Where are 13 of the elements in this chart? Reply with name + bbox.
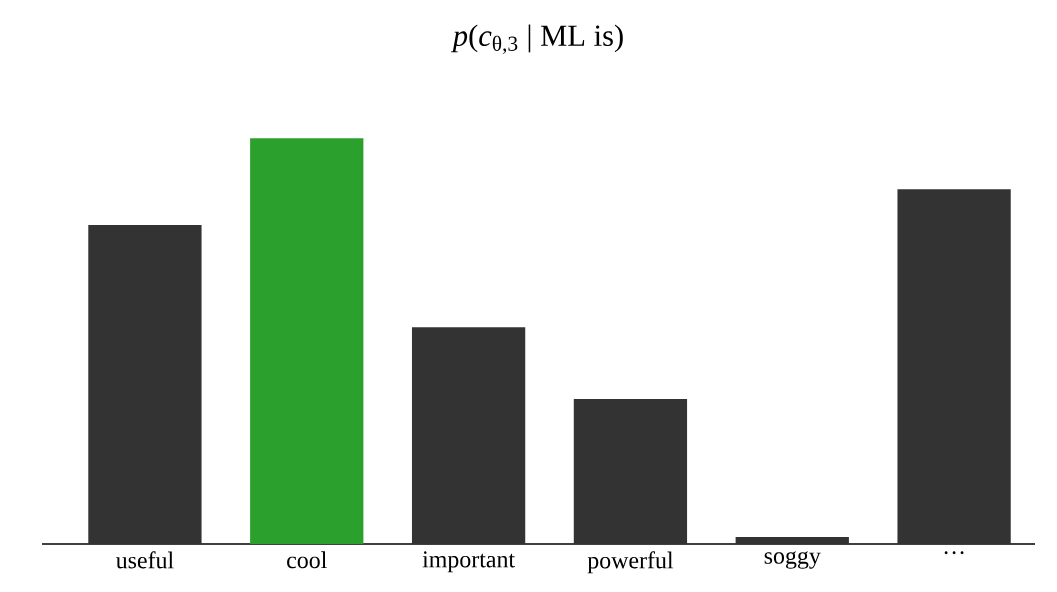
- bar: [897, 189, 1011, 544]
- bar: [411, 327, 526, 544]
- x-tick-label: useful: [116, 551, 174, 569]
- x-tick-label: important: [422, 551, 515, 573]
- x-tick-label: ···: [944, 551, 964, 555]
- chart-title: p(c$_{θ,3}$ | ML is): [451, 24, 623, 54]
- x-tick-label: soggy: [764, 551, 821, 569]
- bar: [250, 138, 364, 544]
- x-tick-label: powerful: [587, 551, 674, 574]
- bar: [573, 399, 688, 544]
- bar: [88, 225, 202, 544]
- x-tick-label: cool: [287, 551, 327, 569]
- bar: [735, 537, 849, 544]
